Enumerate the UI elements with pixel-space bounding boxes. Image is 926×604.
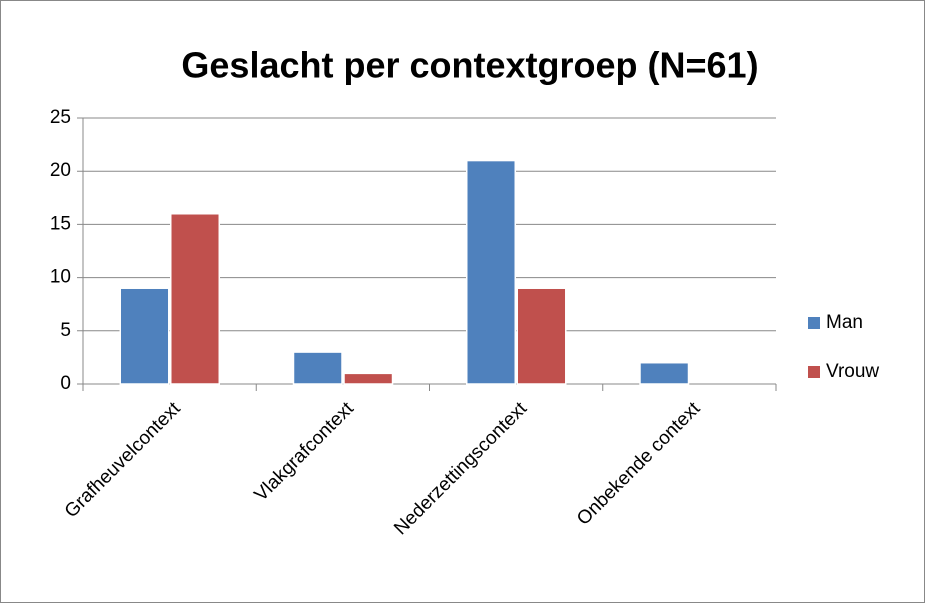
y-tick-label: 0 xyxy=(60,373,71,394)
legend-label: Vrouw xyxy=(826,361,879,382)
bar xyxy=(639,361,690,385)
bar xyxy=(170,213,221,385)
bar xyxy=(465,159,517,385)
y-tick-label: 5 xyxy=(60,320,71,341)
bar xyxy=(516,287,567,385)
legend-label: Man xyxy=(826,312,863,333)
bar xyxy=(119,287,170,385)
y-tick-label: 20 xyxy=(50,160,71,181)
y-tick-label: 25 xyxy=(50,107,71,128)
legend-swatch xyxy=(808,317,820,329)
bar xyxy=(343,372,394,385)
y-tick-label: 15 xyxy=(50,213,71,234)
chart-title: Geslacht per contextgroep (N=61) xyxy=(181,45,758,86)
y-tick-label: 10 xyxy=(50,267,71,288)
bar xyxy=(292,351,343,385)
legend-swatch xyxy=(808,366,820,378)
